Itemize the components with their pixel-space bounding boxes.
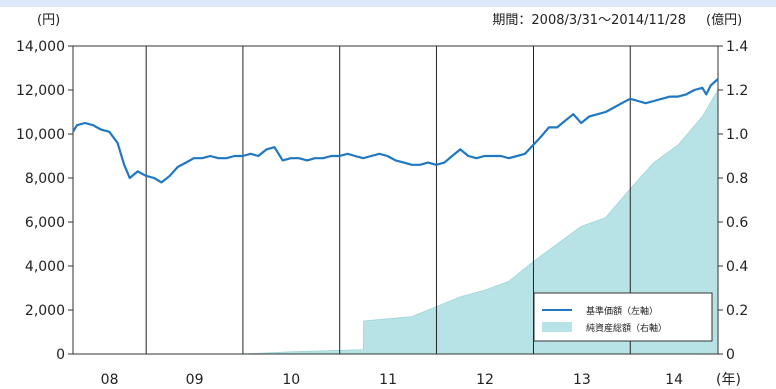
- left-axis-tick-label: 14,000: [16, 39, 65, 55]
- x-axis-tick-label: 10: [282, 372, 300, 388]
- legend-box: [533, 292, 713, 342]
- left-axis-unit: (円): [37, 13, 60, 28]
- right-axis-tick-label: 0.4: [726, 259, 748, 275]
- header-bar: [0, 0, 776, 7]
- left-axis-tick-label: 12,000: [16, 83, 65, 99]
- right-axis-tick-label: 1.0: [726, 127, 748, 143]
- nav-line-series: [72, 78, 719, 184]
- right-axis-tick-label: 0.8: [726, 171, 748, 187]
- period-label: 期間：2008/3/31～2014/11/28: [492, 13, 686, 28]
- right-axis-tick-label: 0: [726, 347, 735, 363]
- right-axis-tick-label: 0.6: [726, 215, 748, 231]
- x-axis-tick-label: 08: [101, 372, 119, 388]
- left-axis-tick-label: 6,000: [25, 215, 65, 231]
- legend-area-swatch: [542, 322, 572, 332]
- x-axis-tick-label: 12: [476, 372, 494, 388]
- legend: 基準価額（左軸） 純資産総額（右軸）: [533, 292, 713, 342]
- x-axis-tick-label: 09: [186, 372, 204, 388]
- year-unit-label: (年): [716, 372, 741, 388]
- right-axis-tick-label: 1.2: [726, 83, 748, 99]
- x-axis-tick-label: 13: [573, 372, 591, 388]
- legend-assets-label: 純資産総額（右軸）: [586, 322, 667, 334]
- right-axis-tick-label: 0.2: [726, 303, 748, 319]
- right-axis-unit: (億円): [706, 12, 742, 28]
- legend-nav-label: 基準価額（左軸）: [586, 305, 658, 317]
- assets-area-series: [73, 88, 719, 355]
- plot-area: 0 2,000 4,000 6,000 8,000 10,000 12,000 14,000 0…: [16, 39, 748, 388]
- left-axis-tick-label: 10,000: [16, 127, 65, 143]
- x-axis-tick-label: 14: [665, 372, 683, 388]
- plot-frame: [72, 45, 719, 355]
- x-axis-tick-label: 11: [379, 372, 397, 388]
- left-axis-tick-label: 8,000: [25, 171, 65, 187]
- left-axis-tick-label: 0: [56, 347, 65, 363]
- left-axis-tick-label: 2,000: [25, 303, 65, 319]
- left-axis-tick-label: 4,000: [25, 259, 65, 275]
- right-axis-tick-label: 1.4: [726, 39, 748, 55]
